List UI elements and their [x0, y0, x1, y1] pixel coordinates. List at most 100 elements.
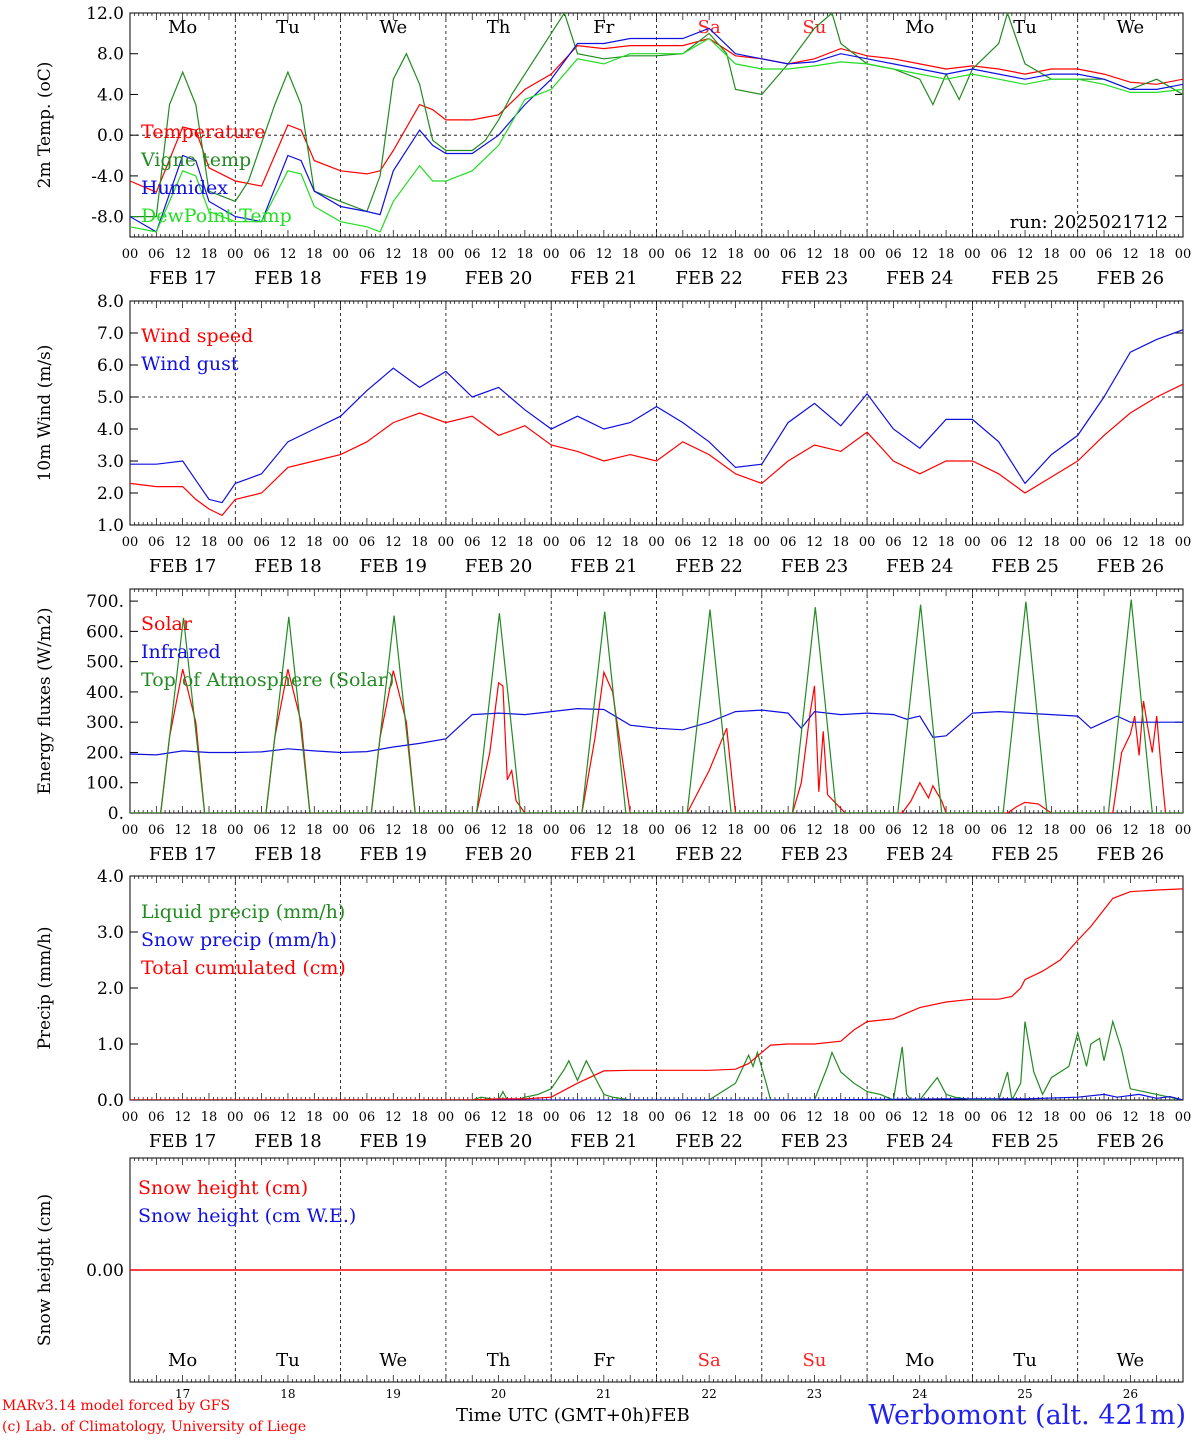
weekday-label: Su: [802, 1350, 826, 1371]
day-number: 19: [386, 1387, 401, 1401]
hour-label: 12: [490, 823, 507, 838]
weekday-label: We: [379, 1350, 407, 1371]
date-label: FEB 21: [570, 844, 637, 865]
date-label: FEB 25: [991, 844, 1058, 865]
date-label: FEB 26: [1097, 1131, 1164, 1152]
hour-label: 12: [490, 247, 507, 262]
hour-label: 18: [938, 247, 955, 262]
series-line: [130, 1093, 1183, 1100]
hour-label: 18: [1148, 1110, 1165, 1125]
date-label: FEB 19: [360, 844, 427, 865]
hour-label: 18: [411, 247, 428, 262]
weekday-label: Mo: [905, 1350, 934, 1371]
hour-label: 00: [543, 1110, 560, 1125]
hour-label: 06: [990, 247, 1007, 262]
y-axis-label: 2m Temp. (oC): [35, 62, 55, 189]
hour-label: 06: [1096, 247, 1113, 262]
hour-label: 18: [938, 823, 955, 838]
hour-label: 00: [1069, 1110, 1086, 1125]
hour-label: 06: [885, 1110, 902, 1125]
legend-entry: DewPoint Temp: [141, 205, 292, 227]
legend-entry: Temperature: [141, 121, 265, 143]
hour-label: 12: [385, 535, 402, 550]
hour-label: 06: [885, 535, 902, 550]
hour-label: 12: [596, 1110, 613, 1125]
y-tick-label: 4.0: [97, 867, 124, 887]
hour-label: 06: [569, 1110, 586, 1125]
hour-label: 12: [1122, 1110, 1139, 1125]
hour-label: 00: [648, 1110, 665, 1125]
hour-label: 12: [596, 535, 613, 550]
weekday-label: Mo: [905, 17, 934, 38]
date-label: FEB 20: [465, 268, 532, 289]
hour-label: 00: [438, 823, 455, 838]
hour-label: 12: [806, 1110, 823, 1125]
legend-entry: Liquid precip (mm/h): [141, 901, 345, 923]
date-label: FEB 25: [991, 1131, 1058, 1152]
hour-label: 18: [833, 535, 850, 550]
y-tick-label: 0.: [108, 804, 124, 824]
date-label: FEB 22: [675, 556, 742, 577]
hour-label: 12: [911, 535, 928, 550]
hour-label: 12: [280, 1110, 297, 1125]
date-label: FEB 20: [465, 1131, 532, 1152]
series-line: [130, 329, 1183, 504]
hour-label: 00: [964, 823, 981, 838]
hour-label: 18: [622, 247, 639, 262]
date-label: FEB 23: [781, 556, 848, 577]
date-label: FEB 24: [886, 268, 953, 289]
hour-label: 12: [490, 535, 507, 550]
legend-entry: Top of Atmosphere (Solar): [141, 669, 394, 691]
y-tick-label: 4.0: [97, 85, 124, 105]
hour-label: 18: [727, 247, 744, 262]
y-tick-label: 600.: [86, 622, 124, 642]
hour-label: 06: [990, 1110, 1007, 1125]
y-tick-label: 2.0: [97, 484, 124, 504]
hour-label: 00: [332, 535, 349, 550]
hour-label: 00: [332, 823, 349, 838]
hour-label: 12: [490, 1110, 507, 1125]
weekday-label: Tu: [276, 1350, 300, 1371]
hour-label: 06: [359, 247, 376, 262]
date-label: FEB 18: [254, 844, 321, 865]
hour-label: 06: [675, 535, 692, 550]
y-tick-label: 7.0: [97, 324, 124, 344]
hour-label: 06: [359, 1110, 376, 1125]
hour-label: 18: [833, 1110, 850, 1125]
weekday-label: We: [1117, 17, 1145, 38]
hour-label: 00: [1069, 535, 1086, 550]
hour-label: 12: [174, 535, 191, 550]
hour-label: 00: [1175, 535, 1192, 550]
hour-label: 00: [754, 535, 771, 550]
y-tick-label: 3.0: [97, 923, 124, 943]
day-number: 22: [702, 1387, 717, 1401]
y-axis-label: Precip (mm/h): [35, 926, 55, 1049]
date-label: FEB 21: [570, 556, 637, 577]
day-number: 18: [280, 1387, 295, 1401]
weekday-label: We: [379, 17, 407, 38]
hour-label: 00: [964, 247, 981, 262]
hour-label: 12: [385, 1110, 402, 1125]
hour-label: 06: [675, 823, 692, 838]
hour-label: 06: [780, 247, 797, 262]
y-tick-label: 300.: [86, 713, 124, 733]
hour-label: 00: [543, 247, 560, 262]
weekday-label: Th: [487, 17, 511, 38]
y-tick-label: 12.0: [86, 4, 124, 24]
hour-label: 18: [727, 823, 744, 838]
date-label: FEB 17: [149, 268, 216, 289]
series-line: [130, 888, 1183, 1100]
hour-label: 00: [1175, 247, 1192, 262]
day-number: 20: [491, 1387, 506, 1401]
hour-label: 00: [754, 1110, 771, 1125]
panel-5: 0.00 Snow height (cm) Mo Tu We Th Fr Sa Su Mo Tu We…: [35, 1157, 1184, 1383]
legend-entry: Wind speed: [141, 325, 253, 347]
hour-label: 00: [754, 247, 771, 262]
legend-entry: Infrared: [141, 641, 221, 663]
date-label: FEB 21: [570, 268, 637, 289]
hour-label: 00: [122, 823, 139, 838]
run-label: run: 2025021712: [1010, 212, 1168, 233]
panel-2: 1.0 2.0 3.0 4.0 5.0 6.0 7.0 8.0 10m Wind (m/s) 00…: [35, 292, 1192, 577]
date-label: FEB 22: [675, 1131, 742, 1152]
hour-label: 18: [727, 535, 744, 550]
